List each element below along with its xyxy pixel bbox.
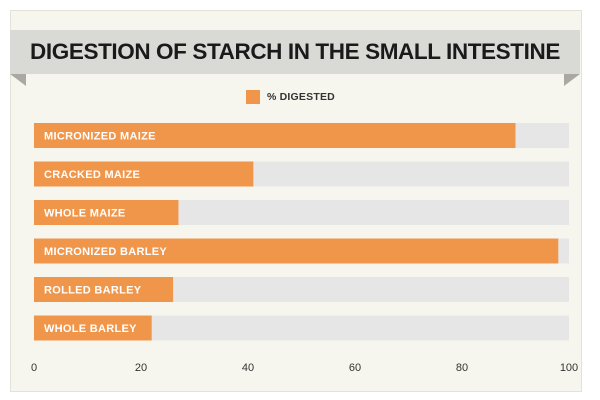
x-tick-label: 100: [560, 362, 578, 374]
bar-label: MICRONIZED MAIZE: [44, 131, 156, 143]
bar: [34, 315, 152, 341]
legend-swatch: [246, 90, 260, 104]
x-tick-label: 80: [456, 362, 468, 374]
bar-label: CRACKED MAIZE: [44, 169, 140, 181]
bar-label: WHOLE MAIZE: [44, 208, 126, 220]
bar: [34, 161, 254, 187]
bar-label: ROLLED BARLEY: [44, 285, 142, 297]
legend: % DIGESTED: [246, 90, 335, 104]
bar: [34, 238, 559, 264]
bar: [34, 200, 179, 225]
bar: [34, 123, 516, 148]
title-banner: DIGESTION OF STARCH IN THE SMALL INTESTI…: [10, 30, 580, 74]
x-tick-label: 0: [31, 362, 37, 374]
legend-label: % DIGESTED: [267, 91, 335, 103]
chart-title: DIGESTION OF STARCH IN THE SMALL INTESTI…: [30, 39, 560, 64]
bar-label: MICRONIZED BARLEY: [44, 246, 167, 258]
bar-label: WHOLE BARLEY: [44, 323, 137, 335]
x-tick-label: 40: [242, 362, 254, 374]
bar: [34, 277, 174, 302]
x-tick-label: 60: [349, 362, 361, 374]
banner-fold-right: [564, 74, 580, 86]
x-tick-label: 20: [135, 362, 147, 374]
banner-fold-left: [10, 74, 26, 86]
